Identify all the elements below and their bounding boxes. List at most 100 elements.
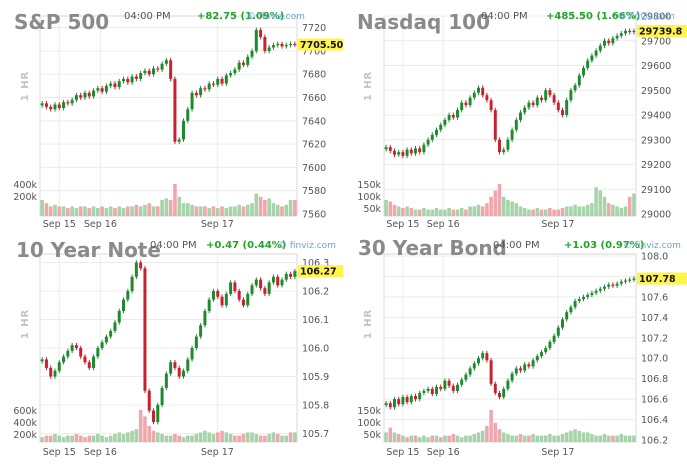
candle-body xyxy=(590,292,594,295)
volume-bar xyxy=(254,193,259,216)
volume-bar xyxy=(476,432,481,442)
candle-body xyxy=(607,284,611,287)
candle-body xyxy=(186,359,190,371)
volume-bar xyxy=(485,426,489,442)
volume-bar xyxy=(434,208,439,216)
candle-body xyxy=(544,90,548,101)
candle-body xyxy=(271,45,275,48)
x-tick-label: Sep 17 xyxy=(541,447,574,458)
candle-body xyxy=(531,360,535,367)
volume-axis-label: 100k xyxy=(357,192,381,203)
y-tick-label: 29300 xyxy=(641,135,671,146)
volume-bar xyxy=(164,435,169,442)
candle-body xyxy=(134,262,138,277)
last-price-marker xyxy=(637,24,687,37)
volume-bar xyxy=(501,196,506,216)
candle-body xyxy=(233,282,237,292)
volume-bar xyxy=(130,206,134,216)
candle-body xyxy=(250,285,254,294)
x-tick-label: Sep 15 xyxy=(43,447,76,458)
volume-bar xyxy=(237,204,241,216)
volume-bar xyxy=(552,209,556,216)
volume-bar xyxy=(564,206,569,216)
candle-body xyxy=(96,88,100,91)
volume-bar xyxy=(598,190,603,216)
volume-bar xyxy=(627,196,632,216)
candle-body xyxy=(49,367,53,377)
volume-axis-label: 600k xyxy=(13,406,37,417)
y-tick-label: 7560 xyxy=(302,210,326,221)
y-tick-label: 7640 xyxy=(302,116,326,127)
chart-panel: 7560 7580 7600 7620 7640 7660 7680 7700 7720 Sep … xyxy=(13,10,343,230)
volume-bar xyxy=(548,434,552,442)
candle-body xyxy=(173,362,177,368)
y-tick-label: 106.6 xyxy=(641,395,668,406)
candle-body xyxy=(485,353,489,361)
volume-bar xyxy=(44,203,49,216)
timeframe-label: 1 HR xyxy=(363,71,374,102)
candle-body xyxy=(122,299,126,311)
candle-body xyxy=(443,119,447,125)
candle-body xyxy=(477,87,480,93)
candle-body xyxy=(544,348,548,353)
plot-area xyxy=(383,253,637,443)
y-tick-label: 107.4 xyxy=(641,313,668,324)
candle-body xyxy=(615,283,619,286)
candle-body xyxy=(160,63,164,70)
volume-bar xyxy=(134,429,139,442)
candle-body xyxy=(147,390,151,411)
volume-bar xyxy=(173,184,177,216)
candle-body xyxy=(289,43,293,46)
candle-body xyxy=(540,352,543,357)
candle-body xyxy=(194,92,198,96)
chart-title: Nasdaq 100 xyxy=(357,10,490,34)
volume-bar xyxy=(57,206,62,216)
candle-body xyxy=(177,367,181,377)
candle-body xyxy=(271,276,275,283)
last-price-marker xyxy=(298,38,343,51)
volume-bar xyxy=(190,204,194,216)
last-price-marker xyxy=(637,272,687,285)
volume-bar xyxy=(155,432,160,442)
source-label: © finviz.com xyxy=(617,12,675,22)
volume-bar xyxy=(564,432,569,442)
volume-bar xyxy=(83,437,87,442)
y-tick-label: 29700 xyxy=(641,36,671,47)
volume-bar xyxy=(585,432,590,442)
last-price-label: 106.27 xyxy=(300,267,337,278)
volume-bar xyxy=(392,204,397,216)
candle-body xyxy=(405,397,409,403)
volume-bar xyxy=(417,209,422,216)
candle-body xyxy=(607,40,611,44)
candle-body xyxy=(397,399,401,405)
volume-bar xyxy=(594,187,598,216)
volume-bar xyxy=(233,435,237,442)
volume-bar xyxy=(164,198,169,216)
x-tick-label: Sep 17 xyxy=(541,219,574,230)
y-tick-label: 29600 xyxy=(641,61,671,72)
volume-bar xyxy=(288,200,293,216)
candle-body xyxy=(393,150,396,155)
volume-bar xyxy=(396,206,401,216)
volume-axis-label: 400k xyxy=(13,180,37,191)
volume-bar xyxy=(531,209,535,216)
volume-bar xyxy=(522,435,527,442)
volume-bar xyxy=(485,203,489,216)
candle-body xyxy=(527,364,531,367)
candle-body xyxy=(152,68,156,75)
timestamp: 04:00 PM xyxy=(150,240,197,251)
candle-body xyxy=(472,92,476,98)
candle-body xyxy=(510,129,514,140)
last-price-label: 29739.8 xyxy=(639,26,683,37)
volume-bar xyxy=(271,203,276,216)
candle-body xyxy=(573,85,577,91)
volume-bar xyxy=(48,435,53,442)
volume-axis-label: 200k xyxy=(13,430,37,441)
y-tick-label: 106.3 xyxy=(302,258,329,269)
candle-body xyxy=(66,102,70,104)
timeframe-label: 1 HR xyxy=(20,309,31,340)
y-tick-label: 105.7 xyxy=(302,429,329,440)
volume-bar xyxy=(220,206,224,216)
volume-bar xyxy=(143,416,147,442)
candle-body xyxy=(590,55,594,61)
